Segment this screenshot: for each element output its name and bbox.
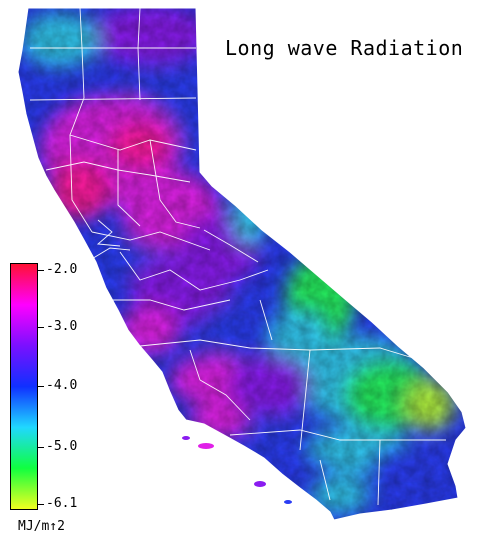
colorbar-units: MJ/m↑2 bbox=[18, 519, 65, 534]
colorbar-tick bbox=[38, 270, 44, 271]
colorbar-tick bbox=[38, 327, 44, 328]
channel-islands bbox=[182, 436, 292, 504]
colorbar-tick-label: -3.0 bbox=[46, 319, 78, 334]
colorbar bbox=[10, 263, 38, 510]
colorbar-tick-label: -4.0 bbox=[46, 378, 78, 393]
colorbar-tick bbox=[38, 447, 44, 448]
state-outline bbox=[17, 7, 467, 521]
colorbar-tick-label: -6.1 bbox=[46, 496, 78, 511]
county-borders bbox=[29, 8, 446, 506]
map-title: Long wave Radiation bbox=[225, 36, 464, 60]
colorbar-tick bbox=[38, 386, 44, 387]
colorbar-tick-label: -5.0 bbox=[46, 439, 78, 454]
colorbar-tick bbox=[38, 504, 44, 505]
colorbar-tick-label: -2.0 bbox=[46, 262, 78, 277]
